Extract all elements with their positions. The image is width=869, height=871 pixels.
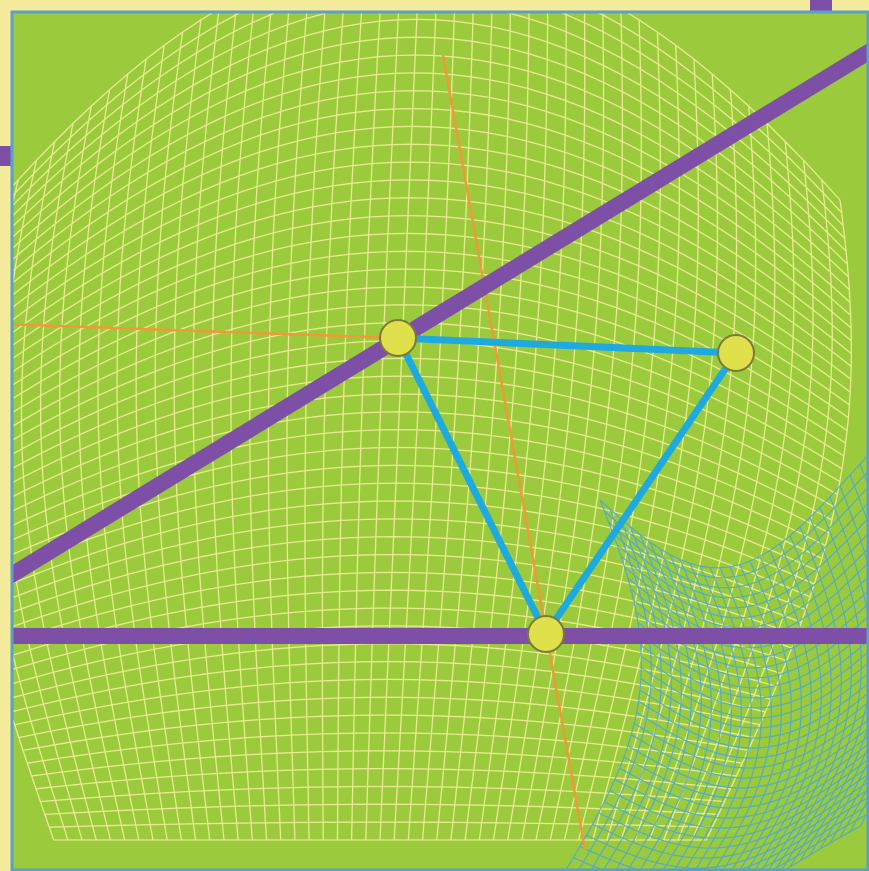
- blue-mesh-line: [619, 742, 869, 809]
- blue-mesh-line: [630, 718, 869, 779]
- yellow-mesh-line: [49, 821, 713, 828]
- blue-mesh-line: [609, 758, 869, 829]
- blue-mesh-line: [623, 735, 869, 799]
- yellow-mesh-line: [12, 161, 852, 355]
- yellow-mesh-line: [12, 304, 845, 457]
- yellow-mesh-line: [12, 72, 850, 291]
- yellow-mesh-line: [40, 785, 725, 803]
- yellow-mesh-line: [31, 750, 737, 777]
- yellow-mesh-line: [18, 696, 755, 739]
- yellow-mesh-line: [12, 482, 815, 585]
- blue-mesh-line: [635, 602, 869, 669]
- yellow-mesh-line: [12, 500, 811, 598]
- blue-mesh-line: [573, 804, 869, 871]
- yellow-mesh-line: [12, 90, 851, 303]
- yellow-mesh-line: [27, 732, 743, 764]
- yellow-mesh-line: [12, 571, 792, 649]
- node-left[interactable]: [379, 319, 417, 357]
- blue-mesh-line: [566, 814, 867, 871]
- yellow-mesh-line: [12, 625, 777, 688]
- yellow-mesh-line: [12, 197, 852, 380]
- orange-horizontal-line: [12, 323, 399, 340]
- blue-mesh-line: [789, 496, 869, 868]
- yellow-mesh-line: [12, 36, 848, 265]
- blue-mesh-line: [612, 501, 869, 599]
- blue-mesh-line: [586, 788, 869, 869]
- yellow-mesh-line: [12, 12, 841, 201]
- yellow-mesh-line: [35, 767, 731, 790]
- yellow-mesh-line: [12, 12, 843, 214]
- blue-mesh-line: [637, 614, 869, 679]
- blue-mesh-line: [819, 463, 869, 850]
- blue-mesh-line: [809, 474, 869, 856]
- blue-mesh-line: [633, 709, 869, 769]
- yellow-mesh-line: [12, 660, 766, 713]
- blue-mesh-line: [592, 780, 869, 859]
- yellow-mesh-line: [12, 214, 851, 393]
- green-field: [12, 12, 869, 871]
- blue-mesh-line: [627, 727, 869, 789]
- yellow-mesh-line: [12, 143, 852, 342]
- yellow-mesh-line: [12, 125, 852, 329]
- yellow-mesh-line: [12, 12, 846, 239]
- yellow-mesh-line: [12, 179, 69, 841]
- blue-mesh-line: [624, 546, 869, 629]
- blue-mesh-line: [640, 661, 869, 719]
- blue-mesh-surface: [564, 453, 869, 871]
- node-right[interactable]: [717, 334, 755, 372]
- blue-mesh-line: [640, 671, 869, 729]
- yellow-mesh-line: [12, 232, 850, 406]
- blue-mesh-line: [604, 765, 869, 839]
- blue-mesh-line: [614, 750, 869, 819]
- blue-mesh-line: [638, 691, 869, 749]
- yellow-mesh-line: [12, 411, 830, 534]
- blue-triangle: [394, 334, 740, 638]
- purple-diagonal-line: [12, 42, 869, 584]
- yellow-mesh-line: [12, 429, 826, 547]
- node-bottom[interactable]: [527, 615, 565, 653]
- blue-mesh-line: [799, 485, 869, 862]
- yellow-mesh-line: [22, 714, 749, 752]
- blue-mesh-line: [640, 639, 869, 699]
- frame-border: [10, 10, 869, 871]
- blue-mesh-line: [636, 700, 869, 759]
- yellow-mesh-line: [12, 393, 833, 521]
- blue-mesh-line: [620, 531, 869, 619]
- blue-mesh-line: [781, 825, 861, 871]
- left-tab: [0, 146, 12, 166]
- yellow-mesh-line: [14, 678, 760, 726]
- blue-mesh-line: [639, 627, 869, 689]
- yellow-mesh-line: [12, 179, 852, 367]
- yellow-mesh-line: [44, 803, 719, 816]
- yellow-mesh-line: [12, 446, 823, 559]
- blue-mesh-line: [608, 485, 869, 589]
- yellow-mesh-line: [12, 160, 83, 841]
- yellow-mesh-line: [12, 268, 848, 431]
- yellow-mesh-line: [12, 12, 844, 227]
- yellow-mesh-line: [12, 536, 802, 624]
- yellow-mesh-line: [12, 713, 55, 841]
- blue-mesh-line: [599, 453, 869, 569]
- blue-mesh-line: [604, 469, 869, 579]
- blue-mesh-line: [640, 650, 869, 709]
- yellow-mesh-line: [12, 107, 852, 316]
- blue-mesh-line: [579, 796, 869, 871]
- orange-vertical-line: [441, 54, 587, 851]
- yellow-mesh-line: [12, 518, 807, 611]
- yellow-mesh-line: [12, 375, 836, 508]
- yellow-mesh-line: [12, 18, 847, 252]
- yellow-mesh-line: [12, 286, 846, 444]
- blue-mesh-line: [598, 773, 869, 849]
- blue-mesh-line: [639, 681, 869, 739]
- top-right-tab: [810, 0, 832, 12]
